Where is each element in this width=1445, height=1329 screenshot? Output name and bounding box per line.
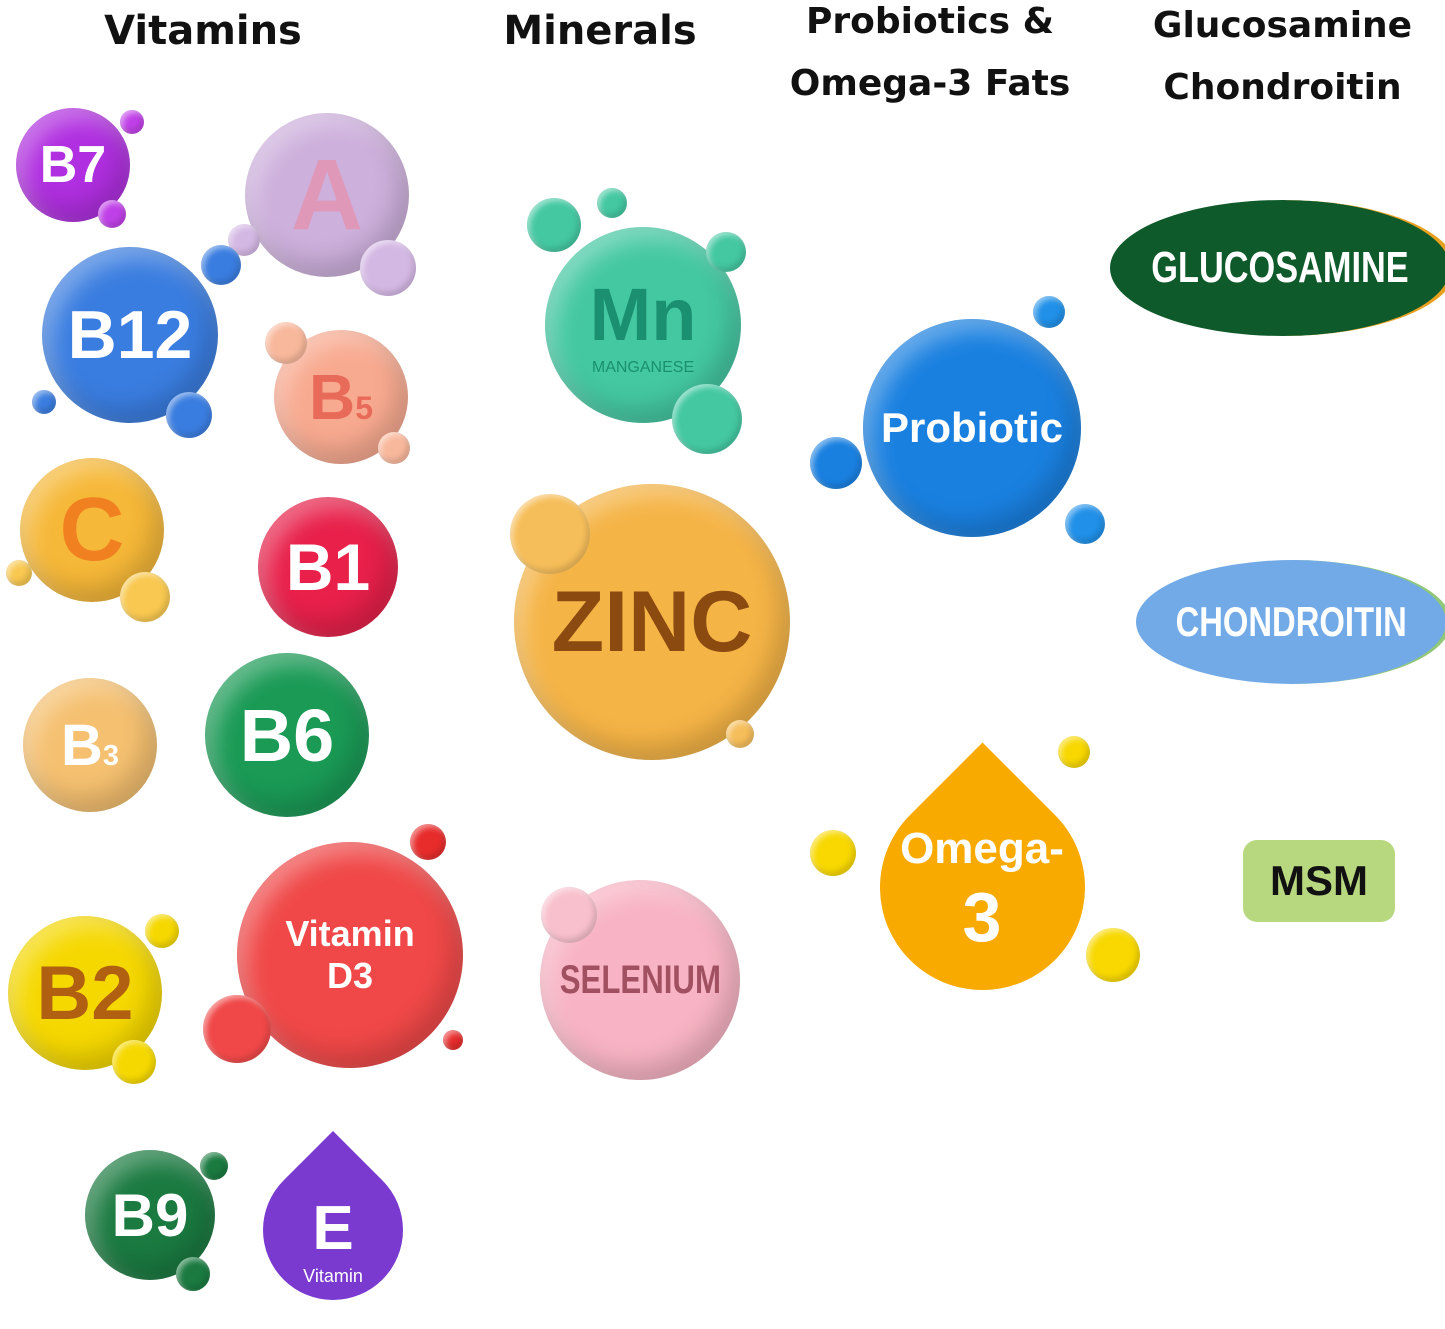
bubble-dot: [265, 322, 307, 364]
vitamin-b3-label: B3: [61, 712, 119, 779]
vitamin-b7-bubble: B7: [16, 108, 130, 222]
vitamin-b5-letter: B: [308, 361, 356, 433]
bubble-dot: [672, 384, 742, 454]
manganese-label: MANGANESE: [591, 359, 695, 376]
bubble-dot: [112, 1040, 156, 1084]
vitamin-b6-label: B6: [239, 693, 335, 777]
bubble-dot: [510, 494, 590, 574]
header-glucosamine-line2: Chondroitin: [1163, 67, 1402, 108]
vitamin-b7-label: B7: [39, 136, 107, 194]
omega3-label: Omega- 3: [866, 800, 1098, 980]
probiotic-bubble: Probiotic: [863, 319, 1081, 537]
bubble-dot: [120, 110, 144, 134]
vitamin-b3-bubble: B3: [23, 678, 157, 812]
bubble-dot: [201, 245, 241, 285]
bubble-dot: [378, 432, 410, 464]
vitamin-b6-bubble: B6: [205, 653, 369, 817]
bubble-dot: [726, 720, 754, 748]
msm-badge: MSM: [1243, 840, 1395, 922]
selenium-label: SELENIUM: [559, 957, 721, 1002]
probiotic-label: Probiotic: [880, 404, 1063, 451]
vitamin-d3-label-line1: Vitamin: [285, 913, 415, 954]
bubble-dot: [706, 232, 746, 272]
bubble-dot: [1058, 736, 1090, 768]
glucosamine-label: GLUCOSAMINE: [1151, 243, 1409, 292]
bubble-dot: [120, 572, 170, 622]
bubble-dot: [597, 188, 627, 218]
vitamin-d3-bubble: Vitamin D3: [237, 842, 463, 1068]
glucosamine-capsule: GLUCOSAMINE: [1110, 200, 1445, 336]
bubble-dot: [98, 200, 126, 228]
header-probiotics: Probiotics & Omega-3 Fats: [750, 0, 1110, 115]
header-glucosamine: Glucosamine Chondroitin: [1120, 0, 1445, 119]
vitamin-b12-label: B12: [67, 297, 193, 373]
header-vitamins: Vitamins: [104, 8, 302, 54]
omega3-label-line2: 3: [962, 878, 1002, 956]
vitamin-c-label: C: [59, 479, 125, 580]
manganese-symbol: Mn: [589, 273, 697, 356]
bubble-dot: [360, 240, 416, 296]
header-minerals: Minerals: [503, 8, 697, 54]
header-glucosamine-line1: Glucosamine: [1152, 5, 1413, 46]
omega3-label-line1: Omega-: [900, 824, 1064, 873]
vitamin-d3-label-line2: D3: [326, 955, 374, 996]
vitamin-e-sublabel: Vitamin: [303, 1266, 363, 1286]
bubble-dot: [1086, 928, 1140, 982]
vitamin-b1-label: B1: [285, 530, 371, 604]
bubble-dot: [176, 1257, 210, 1291]
vitamin-e-label: E Vitamin: [263, 1180, 403, 1300]
bubble-dot: [145, 914, 179, 948]
vitamin-b5-subscript: 5: [355, 390, 373, 426]
vitamin-b3-letter: B: [60, 712, 103, 778]
bubble-dot: [527, 198, 581, 252]
bubble-dot: [203, 995, 271, 1063]
vitamin-b3-subscript: 3: [102, 739, 120, 772]
vitamin-b9-label: B9: [111, 1181, 189, 1249]
vitamin-b2-label: B2: [36, 950, 134, 1036]
bubble-dot: [541, 887, 597, 943]
vitamin-a-label: A: [290, 138, 364, 251]
bubble-dot: [1033, 296, 1065, 328]
bubble-dot: [443, 1030, 463, 1050]
msm-label: MSM: [1270, 857, 1368, 904]
bubble-dot: [810, 830, 856, 876]
bubble-dot: [200, 1152, 228, 1180]
header-probiotics-line2: Omega-3 Fats: [789, 63, 1071, 104]
bubble-dot: [6, 560, 32, 586]
chondroitin-label: CHONDROITIN: [1175, 598, 1407, 645]
bubble-dot: [1065, 504, 1105, 544]
vitamin-b5-label: B5: [309, 360, 373, 434]
bubble-dot: [166, 392, 212, 438]
bubble-dot: [810, 437, 862, 489]
vitamin-b1-bubble: B1: [258, 497, 398, 637]
header-probiotics-line1: Probiotics &: [806, 1, 1054, 42]
bubble-dot: [32, 390, 56, 414]
chondroitin-capsule: CHONDROITIN: [1136, 560, 1445, 684]
bubble-dot: [410, 824, 446, 860]
zinc-label: ZINC: [551, 573, 753, 670]
vitamin-e-letter: E: [312, 1194, 354, 1263]
